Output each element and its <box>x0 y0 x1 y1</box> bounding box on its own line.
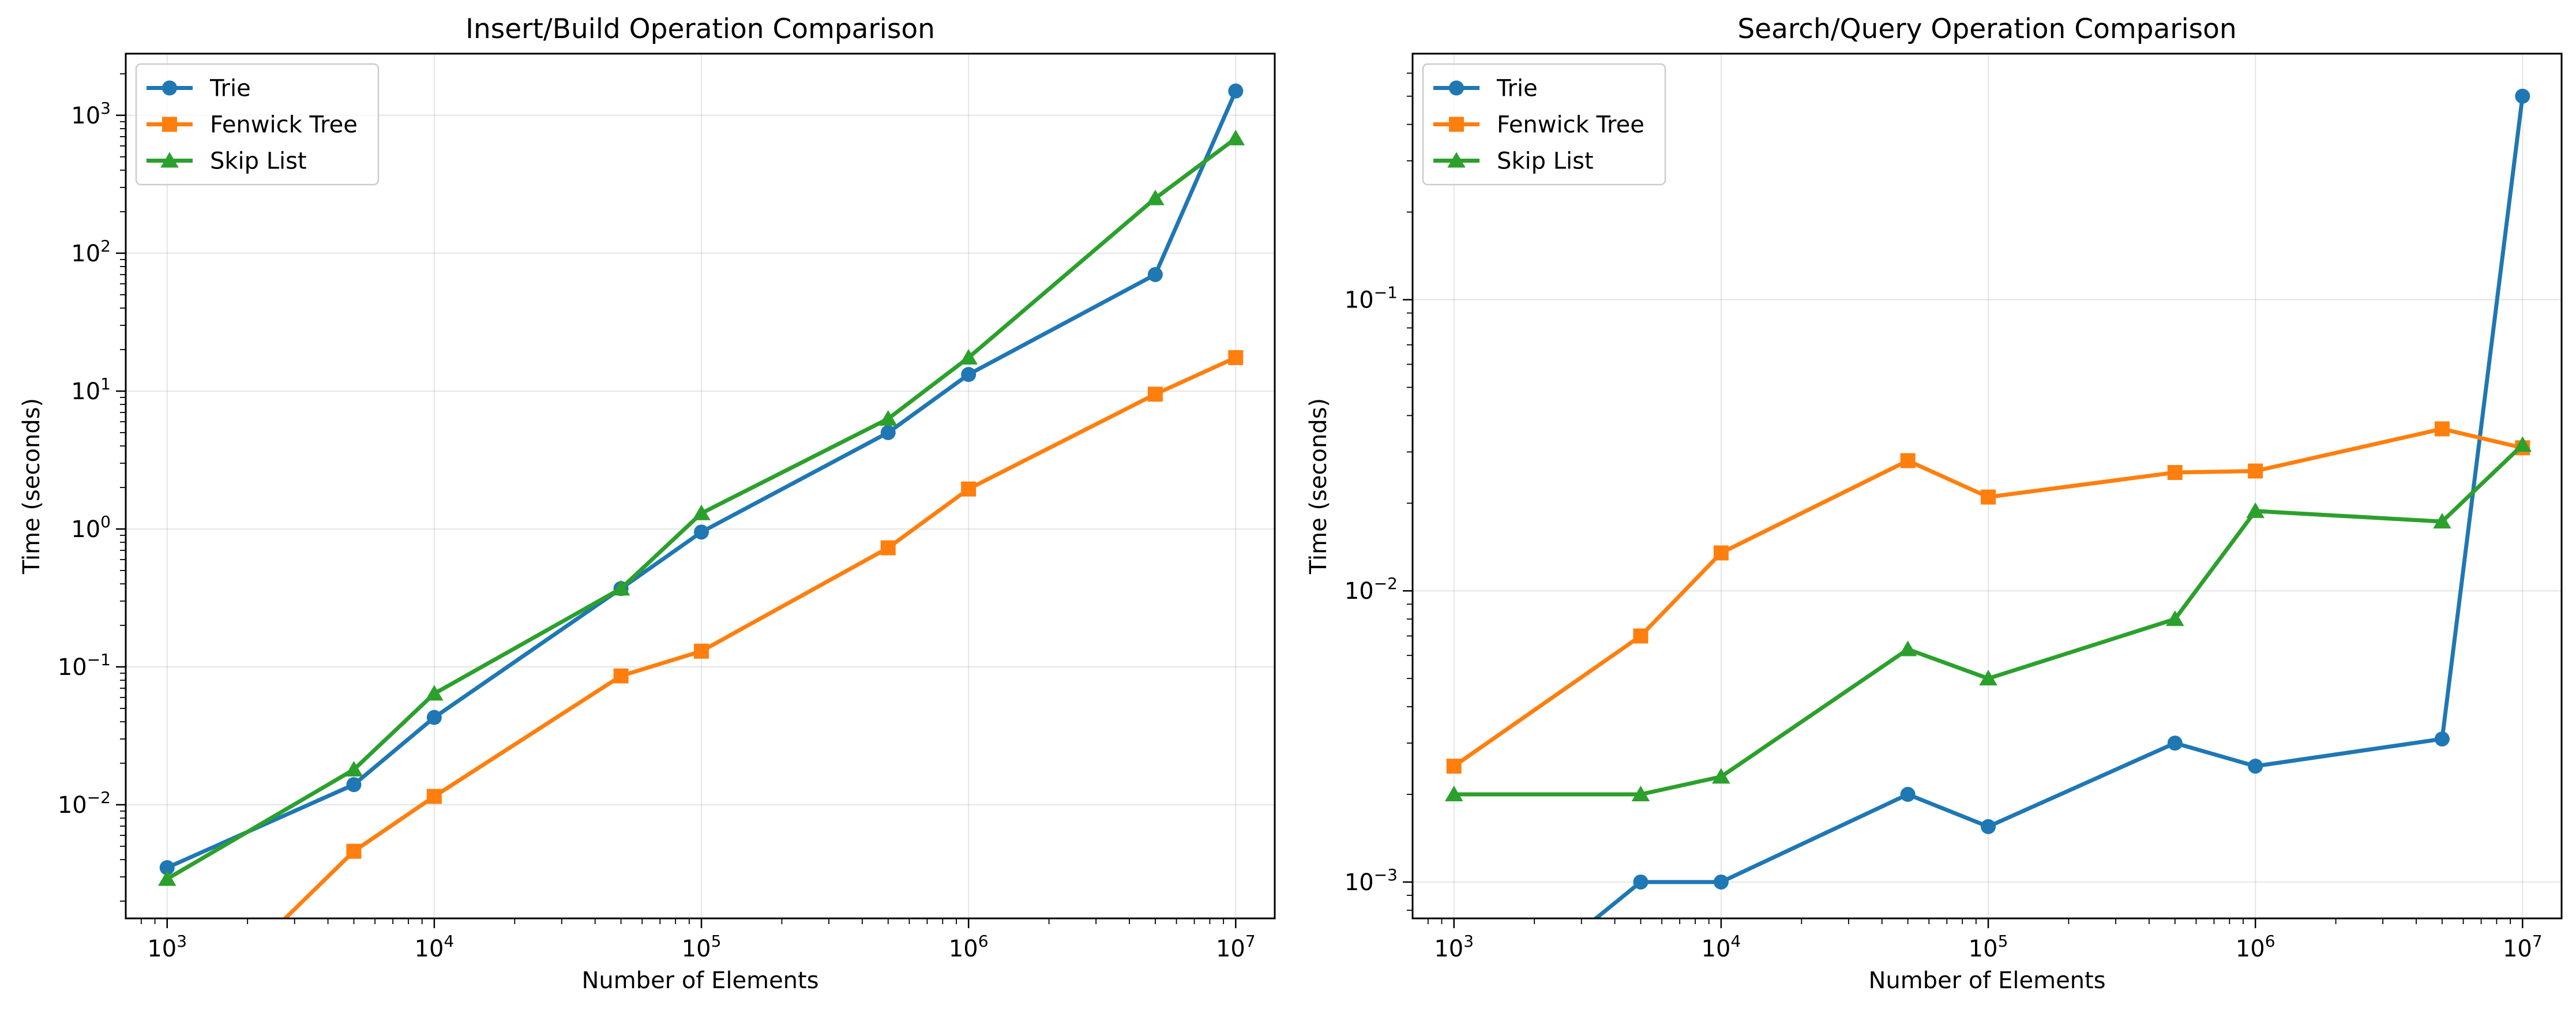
data-point-fenwick-tree <box>961 481 977 497</box>
data-point-fenwick-tree <box>1981 489 1996 505</box>
chart-panel-2: 103 104 105 106 107 10−3 10−2 10−1 Search/Query … <box>1305 13 2563 994</box>
legend-label-fenwick-tree: Fenwick Tree <box>210 112 358 138</box>
x-tick-label: 107 <box>2503 932 2543 962</box>
data-point-trie <box>694 524 709 540</box>
data-point-trie <box>2515 88 2530 104</box>
legend-label-trie: Trie <box>209 76 251 102</box>
data-point-skip-list <box>2513 436 2532 452</box>
data-point-skip-list <box>2433 513 2451 529</box>
data-point-trie <box>2434 731 2450 746</box>
data-point-skip-list <box>1226 129 1245 145</box>
data-point-fenwick-tree <box>1228 350 1244 365</box>
data-point-skip-list <box>959 348 978 365</box>
data-point-skip-list <box>879 410 898 426</box>
data-point-fenwick-tree <box>1446 759 1462 774</box>
legend-label-fenwick-tree: Fenwick Tree <box>1497 112 1644 138</box>
data-point-fenwick-tree <box>1147 387 1163 402</box>
x-axis-label: Number of Elements <box>581 967 818 994</box>
chart-panel-1: 103 104 105 106 107 10−2 10−1 100 101 102 103 Inser… <box>18 13 1276 994</box>
legend-marker-skip-list <box>1447 152 1466 168</box>
y-tick-label: 102 <box>71 237 111 267</box>
x-tick-label: 106 <box>2236 932 2275 962</box>
chart-title: Search/Query Operation Comparison <box>1737 13 2236 45</box>
x-tick-label: 107 <box>1216 932 1256 962</box>
y-tick-label: 101 <box>71 374 111 405</box>
legend: Trie Fenwick Tree Skip List <box>135 63 380 186</box>
data-point-skip-list <box>1631 786 1650 802</box>
y-tick-label: 103 <box>71 99 111 129</box>
data-point-fenwick-tree <box>2248 463 2263 479</box>
x-tick-label: 106 <box>949 932 989 962</box>
data-point-trie <box>1633 874 1649 890</box>
x-axis-label: Number of Elements <box>1868 967 2105 994</box>
x-tick-label: 103 <box>1434 932 1474 962</box>
data-point-fenwick-tree <box>1633 628 1649 644</box>
data-point-fenwick-tree <box>1713 545 1729 561</box>
x-tick-label: 105 <box>682 932 722 962</box>
data-point-skip-list <box>611 580 630 596</box>
data-point-skip-list <box>157 870 177 886</box>
data-point-skip-list <box>692 504 711 520</box>
plot-area <box>1444 88 2532 918</box>
y-tick-label: 10−1 <box>58 650 111 681</box>
legend: Trie Fenwick Tree Skip List <box>1422 63 1666 186</box>
y-axis-label: Time (seconds) <box>1305 398 1332 575</box>
data-point-trie <box>880 425 896 440</box>
data-point-fenwick-tree <box>880 540 896 556</box>
y-tick-label: 100 <box>71 512 111 543</box>
data-point-trie <box>2248 759 2263 774</box>
y-tick-label: 10−2 <box>1345 574 1398 605</box>
data-point-skip-list <box>1898 640 1917 656</box>
data-point-skip-list <box>2246 502 2265 518</box>
data-point-trie <box>1228 83 1244 99</box>
legend-box <box>1422 63 1666 186</box>
data-point-fenwick-tree <box>694 643 709 659</box>
data-point-skip-list <box>1979 670 1997 686</box>
data-point-fenwick-tree <box>346 843 362 859</box>
legend-label-skip-list: Skip List <box>210 148 307 175</box>
x-tick-label: 104 <box>415 932 455 962</box>
x-tick-label: 104 <box>1702 932 1741 962</box>
axes-frame <box>125 52 1276 920</box>
legend-marker-fenwick-tree <box>1449 117 1464 132</box>
y-tick-label: 10−1 <box>1345 283 1398 314</box>
plot-area <box>157 83 1245 918</box>
data-point-fenwick-tree <box>426 789 442 804</box>
data-point-trie <box>1713 874 1729 890</box>
legend-marker-trie <box>1449 80 1464 96</box>
data-point-trie <box>346 777 362 793</box>
data-point-fenwick-tree <box>1900 453 1916 468</box>
legend-marker-skip-list <box>160 152 179 168</box>
data-point-trie <box>1981 819 1996 834</box>
data-point-skip-list <box>425 685 444 701</box>
data-point-trie <box>2167 736 2183 751</box>
data-point-trie <box>426 710 442 725</box>
legend-marker-trie <box>162 80 177 96</box>
data-point-trie <box>1147 267 1163 282</box>
legend-label-trie: Trie <box>1496 76 1538 102</box>
data-point-skip-list <box>1146 189 1165 205</box>
legend-marker-fenwick-tree <box>162 117 177 132</box>
y-tick-label: 10−3 <box>1345 865 1398 896</box>
data-point-fenwick-tree <box>2167 465 2183 481</box>
data-point-skip-list <box>344 761 363 777</box>
data-point-skip-list <box>1712 768 1730 784</box>
y-axis-label: Time (seconds) <box>18 398 45 575</box>
y-tick-label: 10−2 <box>58 788 111 819</box>
data-point-fenwick-tree <box>613 668 629 684</box>
legend-label-skip-list: Skip List <box>1497 148 1594 175</box>
data-point-skip-list <box>2166 610 2184 626</box>
x-tick-label: 103 <box>147 932 187 962</box>
data-point-fenwick-tree <box>2434 421 2450 437</box>
data-point-skip-list <box>1444 786 1463 802</box>
data-point-trie <box>1900 787 1916 802</box>
legend-box <box>135 63 380 186</box>
data-point-trie <box>159 860 175 876</box>
data-point-trie <box>961 367 977 382</box>
axes-frame <box>1411 52 2563 920</box>
x-tick-label: 105 <box>1969 932 2008 962</box>
chart-title: Insert/Build Operation Comparison <box>465 13 935 45</box>
